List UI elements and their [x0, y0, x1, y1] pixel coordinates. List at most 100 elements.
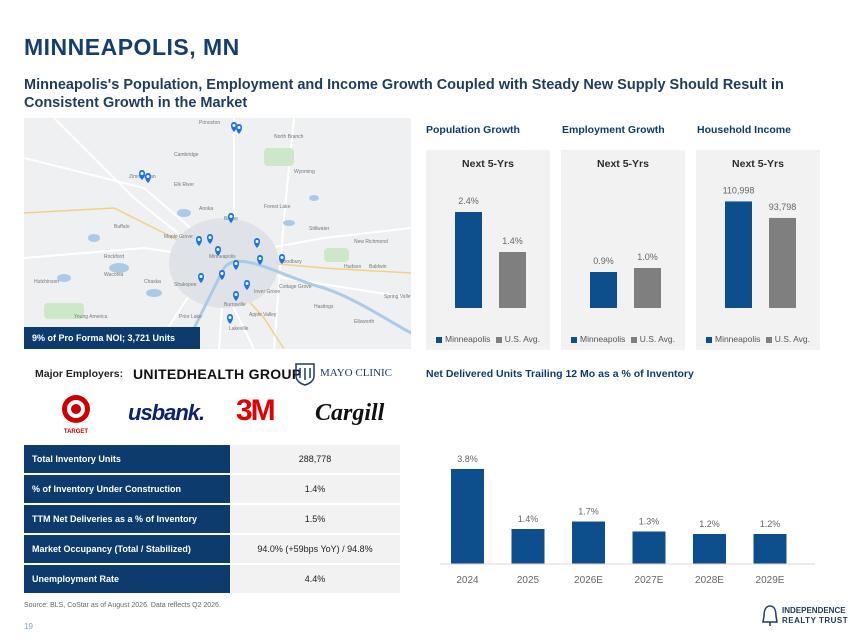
- property-pin-icon[interactable]: [254, 238, 260, 248]
- legend-swatch-us: [765, 336, 772, 343]
- mayo-clinic-wordmark: MAYO CLINIC: [320, 367, 393, 379]
- map-place-label: Hudson: [344, 264, 361, 270]
- stats-label: Unemployment Rate: [24, 564, 230, 595]
- map-place-label: Anoka: [199, 206, 213, 212]
- stats-label: Market Occupancy (Total / Stabilized): [24, 534, 230, 565]
- stats-row: Total Inventory Units 288,778: [24, 445, 400, 475]
- bar-us-avg: [499, 252, 526, 308]
- property-pin-icon[interactable]: [257, 255, 263, 265]
- delivered-bar: [451, 469, 484, 564]
- 3m-logo: 3M: [236, 394, 276, 427]
- legend-swatch-minneapolis: [570, 336, 577, 343]
- map-place-label: Apple Valley: [249, 312, 277, 318]
- delivered-bar: [632, 531, 666, 564]
- source-footnote: Source: BLS, CoStar as of August 2026. D…: [24, 602, 221, 609]
- map-place-label: Lakeville: [229, 326, 249, 332]
- chart-legend: Minneapolis U.S. Avg.: [426, 334, 550, 344]
- property-pin-icon[interactable]: [233, 260, 239, 270]
- property-pin-icon[interactable]: [196, 236, 202, 246]
- bar-value-label: 1.0%: [637, 252, 658, 262]
- map-place-label: Chaska: [144, 279, 161, 285]
- household-income-heading: Household Income: [697, 124, 791, 136]
- delivered-bar: [753, 534, 787, 564]
- property-pin-icon[interactable]: [233, 291, 239, 301]
- map-place-label: Burnsville: [224, 302, 246, 308]
- property-pin-icon[interactable]: [215, 246, 221, 256]
- stats-value: 288,778: [230, 445, 400, 475]
- panel-period-label: Next 5-Yrs: [597, 158, 649, 170]
- map-place-label: Cambridge: [174, 152, 199, 158]
- map-place-label: Young America: [74, 314, 108, 320]
- map-place-label: Shakopee: [174, 282, 197, 288]
- employment-growth-panel: Next 5-Yrs 0.9% 1.0% Minneapolis U.S. Avg…: [561, 150, 685, 350]
- property-pin-icon[interactable]: [145, 173, 151, 183]
- chart-legend: Minneapolis U.S. Avg.: [696, 334, 820, 344]
- mayo-shield-icon: [295, 363, 315, 386]
- net-delivered-chart: 3.8% 2024 1.4% 2025 1.7% 2026E 1.3% 2027E 1.2% 20…: [440, 454, 815, 586]
- map-place-label: Woodbury: [279, 259, 302, 265]
- bar-minneapolis: [455, 212, 482, 308]
- map-place-label: New Richmond: [354, 239, 388, 245]
- map-place-label: Ellsworth: [354, 319, 375, 325]
- market-stats-table: Total Inventory Units 288,778% of Invento…: [24, 445, 400, 595]
- bar-value-label: 1.4%: [502, 236, 523, 246]
- bar-us-avg: [634, 268, 661, 308]
- bar-value-label: 1.2%: [699, 519, 720, 529]
- population-growth-panel: Next 5-Yrs 2.4% 1.4% Minneapolis U.S. Avg…: [426, 150, 550, 350]
- property-pin-icon[interactable]: [198, 273, 204, 283]
- population-growth-heading: Population Growth: [426, 124, 520, 136]
- map-place-label: Stillwater: [309, 226, 330, 232]
- major-employers-label: Major Employers:: [35, 368, 124, 380]
- delivered-bar: [511, 529, 545, 564]
- map-place-label: Buffalo: [114, 224, 130, 230]
- bar-value-label: 1.3%: [639, 517, 660, 527]
- bar-value-label: 1.4%: [518, 514, 539, 524]
- property-pin-icon[interactable]: [227, 314, 233, 324]
- bar-value-label: 2.4%: [458, 196, 479, 206]
- property-pin-icon[interactable]: [236, 124, 242, 134]
- stats-label: % of Inventory Under Construction: [24, 474, 230, 505]
- bar-value-label: 0.9%: [593, 256, 614, 266]
- legend-label-us: U.S. Avg.: [504, 334, 541, 344]
- property-pin-icon[interactable]: [279, 254, 285, 264]
- panel-period-label: Next 5-Yrs: [462, 158, 514, 170]
- bar-minneapolis: [725, 201, 752, 308]
- map-place-label: Cottage Grove: [279, 284, 312, 290]
- map-place-label: Baldwin: [369, 264, 387, 270]
- legend-swatch-minneapolis: [705, 336, 712, 343]
- map-place-label: Inver Grove: [254, 289, 280, 295]
- property-pin-icon[interactable]: [139, 170, 145, 180]
- household-income-chart: 110,998 93,798: [723, 185, 796, 308]
- page-number: 19: [24, 622, 33, 631]
- legend-label-us: U.S. Avg.: [639, 334, 676, 344]
- stats-label: Total Inventory Units: [24, 445, 230, 475]
- property-pin-icon[interactable]: [207, 234, 213, 244]
- stats-row: Unemployment Rate 4.4%: [24, 564, 400, 595]
- mayo-clinic-logo: MAYO CLINIC: [294, 362, 392, 391]
- stats-value: 1.4%: [230, 474, 400, 505]
- map-place-label: Rockford: [104, 254, 124, 260]
- cargill-logo: Cargill: [315, 400, 385, 426]
- map-place-label: Forest Lake: [264, 204, 291, 210]
- usbank-logo: usbank.: [128, 400, 205, 425]
- property-pin-icon[interactable]: [231, 122, 237, 132]
- target-wordmark: TARGET: [63, 429, 89, 435]
- x-tick-label: 2028E: [695, 575, 724, 586]
- stats-row: % of Inventory Under Construction 1.4%: [24, 474, 400, 505]
- chart-legend: Minneapolis U.S. Avg.: [561, 334, 685, 344]
- map-place-label: Elk River: [174, 182, 194, 188]
- property-pin-icon[interactable]: [219, 270, 225, 280]
- stats-value: 94.0% (+59bps YoY) / 94.8%: [230, 534, 400, 565]
- map-place-label: Prior Lake: [179, 314, 202, 320]
- household-income-panel: Next 5-Yrs 110,998 93,798 Minneapolis U.S…: [696, 150, 820, 350]
- delivered-bar: [693, 534, 726, 564]
- map-place-label: Princeton: [199, 120, 220, 126]
- stats-value: 1.5%: [230, 504, 400, 535]
- page-title: MINNEAPOLIS, MN: [24, 34, 240, 60]
- property-pin-icon[interactable]: [228, 213, 234, 223]
- property-pin-icon[interactable]: [244, 280, 250, 290]
- panel-period-label: Next 5-Yrs: [732, 158, 784, 170]
- x-tick-label: 2026E: [574, 575, 603, 586]
